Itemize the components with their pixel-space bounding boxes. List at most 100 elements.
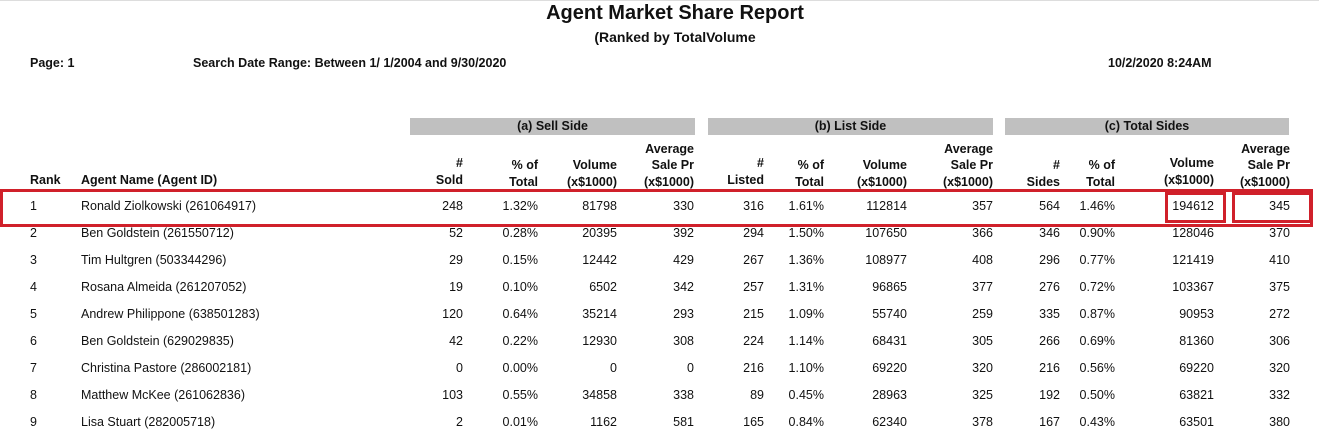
header-listed-col6-line-0: # [757,156,764,170]
cell-sell-pct: 0.28% [502,226,538,240]
header-avg-col9-line-2: (x$1000) [942,174,993,189]
header-sides-col10-line-0: # [1053,158,1060,172]
cell-sides: 296 [1039,253,1060,267]
cell-total-pct: 1.46% [1079,199,1115,213]
cell-total-pct: 0.87% [1079,307,1115,321]
cell-agent: Matthew McKee (261062836) [81,388,245,402]
header-volume-col12-line-0: Volume [1169,156,1214,170]
cell-list-avg: 325 [972,388,993,402]
cell-rank: 8 [30,388,37,402]
cell-sell-volume: 0 [610,361,617,375]
cell-total-volume: 63501 [1179,415,1214,429]
cell-list-avg: 305 [972,334,993,348]
cell-rank: 6 [30,334,37,348]
cell-sell-volume: 20395 [582,226,617,240]
header-pct-col7-line-1: Total [795,174,824,189]
header-avg-col13-line-1: Sale Pr [1247,158,1290,172]
header-pct-col3-line-0: % of [511,158,538,172]
cell-list-volume: 28963 [872,388,907,402]
cell-sold: 103 [442,388,463,402]
header-volume-col8-line-0: Volume [862,158,907,172]
cell-list-pct: 0.84% [788,415,824,429]
cell-total-avg: 272 [1269,307,1290,321]
cell-sell-volume: 6502 [589,280,617,294]
cell-sides: 167 [1039,415,1060,429]
cell-total-pct: 0.50% [1079,388,1115,402]
cell-total-volume: 194612 [1172,199,1214,213]
cell-list-volume: 96865 [872,280,907,294]
header-agent: Agent Name (Agent ID) [81,173,218,187]
cell-listed: 257 [743,280,764,294]
header-sold-col2-line-1: Sold [435,172,463,187]
cell-list-volume: 108977 [865,253,907,267]
cell-total-volume: 90953 [1179,307,1214,321]
cell-rank: 7 [30,361,37,375]
cell-total-avg: 306 [1269,334,1290,348]
cell-sell-volume: 35214 [582,307,617,321]
report-title: Agent Market Share Report [546,2,804,24]
cell-sell-pct: 0.55% [502,388,538,402]
header-pct-col11-line-1: Total [1086,174,1115,189]
cell-listed: 165 [743,415,764,429]
cell-sell-volume: 12930 [582,334,617,348]
page-edge [0,0,1319,1]
header-listed-col6-line-1: Listed [727,172,764,187]
cell-list-avg: 320 [972,361,993,375]
header-sides-col10-line-1: Sides [1026,174,1060,189]
cell-sell-avg: 308 [673,334,694,348]
cell-sides: 216 [1039,361,1060,375]
cell-total-volume: 81360 [1179,334,1214,348]
highlight-total-avg [1232,192,1312,223]
cell-rank: 2 [30,226,37,240]
header-avg-col13-line-0: Average [1241,141,1290,156]
header-volume-col4-line-1: (x$1000) [566,174,617,189]
header-volume-col4-line-0: Volume [572,158,617,172]
cell-total-pct: 0.69% [1079,334,1115,348]
cell-agent: Ben Goldstein (629029835) [81,334,234,348]
cell-listed: 294 [743,226,764,240]
cell-listed: 215 [743,307,764,321]
header-pct-col11-line-0: % of [1088,158,1115,172]
cell-rank: 1 [30,199,37,213]
cell-rank: 4 [30,280,37,294]
cell-agent: Christina Pastore (286002181) [81,361,252,375]
cell-total-volume: 121419 [1172,253,1214,267]
header-pct-col7-line-0: % of [797,158,824,172]
cell-list-pct: 1.61% [788,199,824,213]
cell-sell-avg: 0 [687,361,694,375]
cell-rank: 5 [30,307,37,321]
cell-sell-pct: 0.01% [502,415,538,429]
cell-total-avg: 375 [1269,280,1290,294]
header-rank: Rank [30,173,61,187]
cell-agent: Lisa Stuart (282005718) [81,415,216,429]
cell-total-pct: 0.90% [1079,226,1115,240]
cell-listed: 216 [743,361,764,375]
header-avg-col13-line-2: (x$1000) [1239,174,1290,189]
cell-sell-volume: 1162 [590,415,617,429]
cell-total-avg: 380 [1269,415,1290,429]
cell-listed: 89 [750,388,764,402]
cell-total-volume: 69220 [1179,361,1214,375]
cell-sell-avg: 392 [673,226,694,240]
header-avg-col5-line-1: Sale Pr [651,158,694,172]
cell-total-avg: 410 [1269,253,1290,267]
cell-rank: 9 [30,415,37,429]
cell-listed: 224 [743,334,764,348]
cell-sold: 248 [442,199,463,213]
header-avg-col5-line-0: Average [645,141,694,156]
cell-sold: 19 [449,280,463,294]
cell-list-volume: 69220 [872,361,907,375]
cell-list-pct: 1.09% [788,307,824,321]
cell-list-volume: 62340 [872,415,907,429]
cell-list-volume: 112814 [866,199,907,213]
cell-agent: Ronald Ziolkowski (261064917) [81,199,257,213]
cell-total-volume: 63821 [1179,388,1214,402]
cell-agent: Rosana Almeida (261207052) [81,280,247,294]
cell-sides: 266 [1039,334,1060,348]
cell-list-avg: 357 [972,199,993,213]
cell-sell-pct: 1.32% [502,199,538,213]
cell-list-avg: 366 [972,226,993,240]
cell-sell-pct: 0.64% [502,307,538,321]
cell-sold: 52 [449,226,463,240]
cell-total-avg: 332 [1269,388,1290,402]
